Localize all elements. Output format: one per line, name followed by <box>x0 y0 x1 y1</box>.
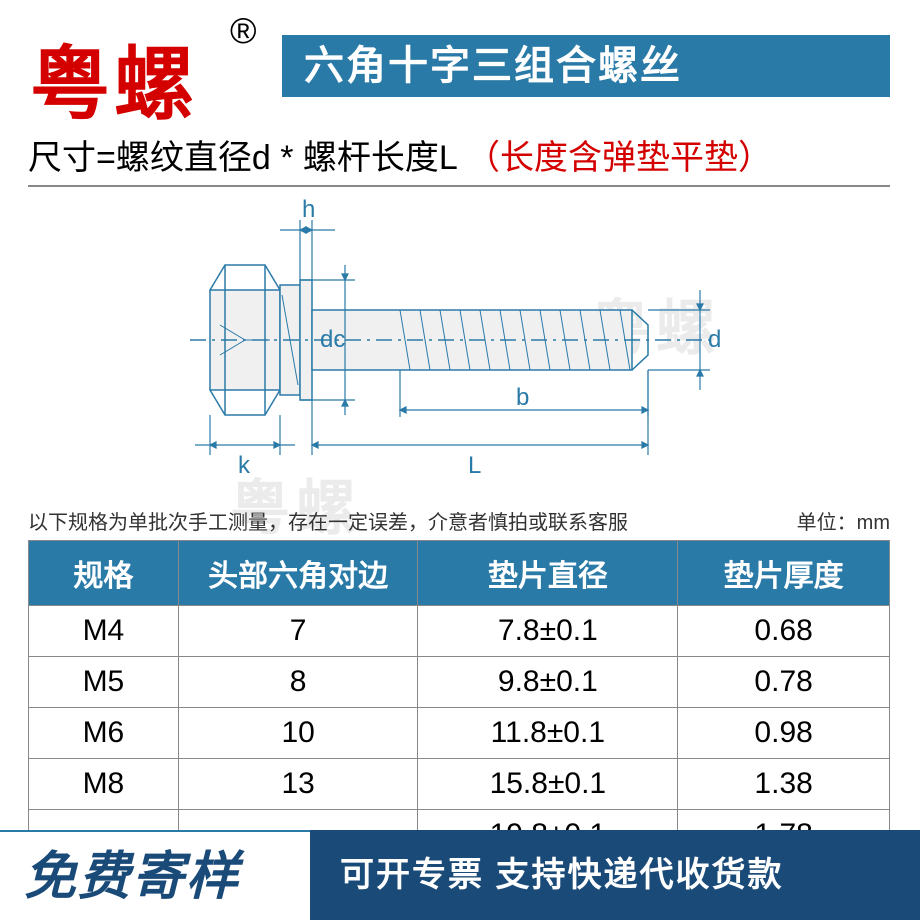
cell: 13 <box>178 759 418 810</box>
cell: 15.8±0.1 <box>418 759 678 810</box>
cell: M6 <box>29 708 179 759</box>
cell: 10 <box>178 708 418 759</box>
size-formula-red: （长度含弹垫平垫） <box>466 139 772 177</box>
note-unit: 单位：mm <box>797 506 890 535</box>
table-body: M4 7 7.8±0.1 0.68 M5 8 9.8±0.1 0.78 M6 1… <box>29 606 890 861</box>
spec-table: 规格 头部六角对边 垫片直径 垫片厚度 M4 7 7.8±0.1 0.68 M5… <box>28 540 890 860</box>
cell: 0.68 <box>678 606 890 657</box>
brand-logo-text: 粤螺 <box>30 20 198 136</box>
dim-label-d: d <box>708 326 721 353</box>
cell: M5 <box>29 657 179 708</box>
dim-label-L: L <box>468 452 481 479</box>
table-row: M6 10 11.8±0.1 0.98 <box>29 708 890 759</box>
dim-label-b: b <box>516 384 529 411</box>
cell: 1.38 <box>678 759 890 810</box>
dim-label-h: h <box>302 196 315 223</box>
registered-mark: ® <box>230 10 257 52</box>
table-header-row: 规格 头部六角对边 垫片直径 垫片厚度 <box>29 541 890 606</box>
th-spec: 规格 <box>29 541 179 606</box>
cell: 7.8±0.1 <box>418 606 678 657</box>
th-hex: 头部六角对边 <box>178 541 418 606</box>
dim-label-k: k <box>238 452 251 479</box>
note-text: 以下规格为单批次手工测量，存在一定误差，介意者慎拍或联系客服 <box>28 512 628 534</box>
table-row: M8 13 15.8±0.1 1.38 <box>29 759 890 810</box>
th-washer-thk: 垫片厚度 <box>678 541 890 606</box>
cell: 0.78 <box>678 657 890 708</box>
cell: 0.98 <box>678 708 890 759</box>
bolt-diagram: h dc d k L b <box>150 195 790 485</box>
footer-service-text: 可开专票 支持快递代收货款 <box>310 830 920 920</box>
footer-bar: 免费寄样 可开专票 支持快递代收货款 <box>0 830 920 920</box>
cell: 11.8±0.1 <box>418 708 678 759</box>
table-row: M5 8 9.8±0.1 0.78 <box>29 657 890 708</box>
measurement-note: 以下规格为单批次手工测量，存在一定误差，介意者慎拍或联系客服 单位：mm <box>28 506 890 535</box>
cell: 9.8±0.1 <box>418 657 678 708</box>
product-title-banner: 六角十字三组合螺丝 <box>282 35 890 97</box>
size-formula-line: 尺寸=螺纹直径d * 螺杆长度L （长度含弹垫平垫） <box>28 130 890 187</box>
cell: M4 <box>29 606 179 657</box>
cell: 7 <box>178 606 418 657</box>
dim-label-dc: dc <box>320 326 345 353</box>
footer-free-sample: 免费寄样 <box>0 830 310 920</box>
cell: 8 <box>178 657 418 708</box>
th-washer-dia: 垫片直径 <box>418 541 678 606</box>
table-row: M4 7 7.8±0.1 0.68 <box>29 606 890 657</box>
cell: M8 <box>29 759 179 810</box>
size-formula-black: 尺寸=螺纹直径d * 螺杆长度L <box>28 139 457 177</box>
